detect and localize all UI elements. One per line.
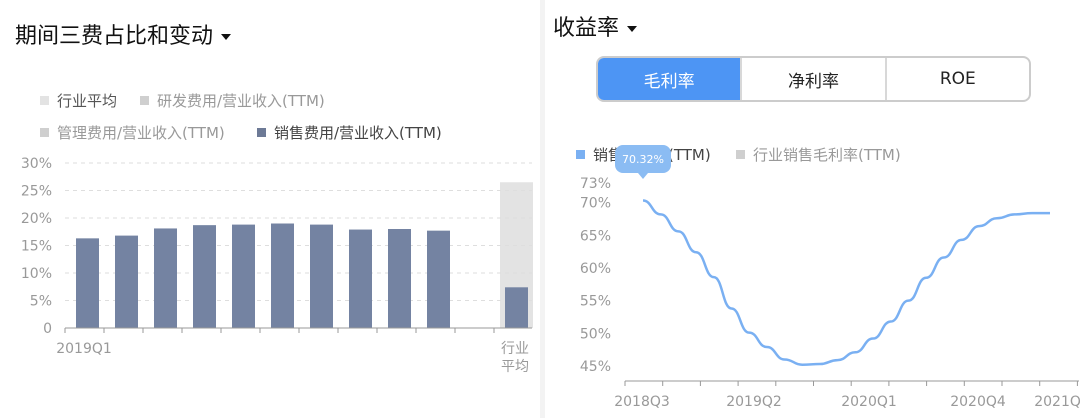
legend-item-sales-expense[interactable]: 销售费用/营业收入(TTM) bbox=[257, 122, 442, 143]
caret-down-icon bbox=[221, 34, 232, 40]
gross-margin-line-chart: 45% 50% 55% 60% 65% 70% 73% 2018Q3 2019Q2 2020Q1 2… bbox=[580, 176, 1080, 410]
sales-expense-bar bbox=[310, 224, 333, 328]
legend-item-industry-average[interactable]: 行业平均 bbox=[40, 90, 117, 111]
y-tick-label: 0 bbox=[43, 321, 52, 337]
y-tick-label: 10% bbox=[21, 266, 52, 282]
profitability-title: 收益率 bbox=[553, 16, 620, 41]
expense-bar-chart: 0 5% 10% 15% 20% 25% 30% 2019Q1 行业平均 bbox=[21, 156, 533, 375]
profitability-title-dropdown[interactable]: 收益率 bbox=[553, 10, 638, 42]
legend-swatch-icon bbox=[140, 96, 149, 105]
y-tick-label: 25% bbox=[21, 184, 52, 200]
sales-expense-bar bbox=[271, 223, 294, 328]
y-tick-label: 73% bbox=[580, 176, 611, 192]
x-tick-label: 2019Q1 bbox=[56, 341, 112, 357]
y-tick-label: 20% bbox=[21, 211, 52, 227]
legend-item-admin-expense[interactable]: 管理费用/营业收入(TTM) bbox=[40, 122, 225, 143]
y-tick-label: 5% bbox=[30, 294, 52, 310]
panel-divider bbox=[540, 0, 548, 418]
sales-expense-bar bbox=[427, 230, 450, 328]
legend-label: 行业销售毛利率(TTM) bbox=[753, 146, 901, 164]
legend-label: 管理费用/营业收入(TTM) bbox=[57, 124, 225, 142]
sales-expense-bar bbox=[232, 224, 255, 328]
legend-swatch-icon bbox=[40, 128, 49, 137]
legend-item-rd-expense[interactable]: 研发费用/营业收入(TTM) bbox=[140, 90, 325, 111]
legend-swatch-icon bbox=[576, 150, 585, 159]
x-tick-label: 2018Q3 bbox=[614, 394, 670, 410]
x-tick-label: 2020Q1 bbox=[841, 394, 897, 410]
legend-label: 研发费用/营业收入(TTM) bbox=[157, 92, 325, 110]
legend-label: 销售费用/营业收入(TTM) bbox=[274, 124, 442, 142]
x-tick-label: 2019Q2 bbox=[726, 394, 782, 410]
legend-label: 行业平均 bbox=[57, 92, 118, 110]
sales-expense-bar bbox=[193, 225, 216, 328]
data-point-tooltip: 70.32% bbox=[615, 145, 671, 179]
y-tick-label: 60% bbox=[580, 261, 611, 277]
legend-item-industry-gross-margin[interactable]: 行业销售毛利率(TTM) bbox=[736, 144, 901, 165]
y-tick-label: 50% bbox=[580, 326, 611, 342]
expense-ratio-title: 期间三费占比和变动 bbox=[15, 24, 214, 49]
sales-expense-bar bbox=[154, 228, 177, 328]
expense-ratio-panel: 期间三费占比和变动 行业平均 研发费用/营业收入(TTM) 管理费用/营业收入(… bbox=[15, 18, 533, 375]
sales-expense-bar bbox=[115, 235, 138, 328]
x-tick-label: 2021Q2 bbox=[1034, 394, 1080, 410]
caret-down-icon bbox=[627, 26, 638, 32]
y-tick-label: 30% bbox=[21, 156, 52, 172]
x-tick-label: 行业 bbox=[501, 341, 529, 357]
tab-net-margin[interactable]: 净利率 bbox=[740, 58, 884, 100]
legend-swatch-icon bbox=[736, 150, 745, 159]
sales-expense-bar bbox=[76, 238, 99, 328]
industry-average-bar bbox=[505, 287, 528, 328]
tab-gross-margin[interactable]: 毛利率 bbox=[598, 58, 741, 100]
sales-expense-bar bbox=[349, 229, 372, 328]
x-tick-label: 平均 bbox=[501, 359, 529, 375]
tab-roe[interactable]: ROE bbox=[884, 58, 1029, 100]
y-tick-label: 45% bbox=[580, 359, 611, 375]
y-tick-label: 65% bbox=[580, 228, 611, 244]
profitability-panel: 收益率 毛利率 净利率 ROE 销售毛利率(TTM) 行业销售毛利率(TTM) … bbox=[545, 0, 1080, 418]
y-tick-label: 55% bbox=[580, 294, 611, 310]
gross-margin-line bbox=[642, 199, 1050, 366]
legend-swatch-icon bbox=[257, 128, 266, 137]
y-tick-label: 15% bbox=[21, 239, 52, 255]
expense-ratio-title-dropdown[interactable]: 期间三费占比和变动 bbox=[15, 18, 232, 50]
legend-swatch-icon bbox=[40, 96, 49, 105]
y-tick-label: 70% bbox=[580, 196, 611, 212]
metric-tabs: 毛利率 净利率 ROE bbox=[596, 56, 1031, 102]
x-tick-label: 2020Q4 bbox=[950, 394, 1006, 410]
sales-expense-bar bbox=[388, 229, 411, 328]
